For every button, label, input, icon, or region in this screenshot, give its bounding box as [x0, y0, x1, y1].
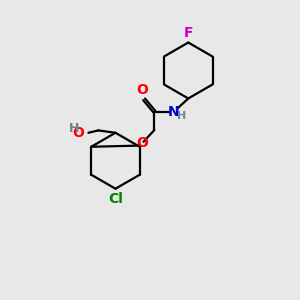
- Text: F: F: [184, 26, 193, 40]
- Text: H: H: [177, 111, 186, 121]
- Text: H: H: [68, 122, 79, 135]
- Text: O: O: [137, 83, 148, 97]
- Text: O: O: [136, 136, 148, 150]
- Text: Cl: Cl: [108, 192, 123, 206]
- Text: N: N: [168, 105, 179, 119]
- Text: O: O: [73, 126, 85, 140]
